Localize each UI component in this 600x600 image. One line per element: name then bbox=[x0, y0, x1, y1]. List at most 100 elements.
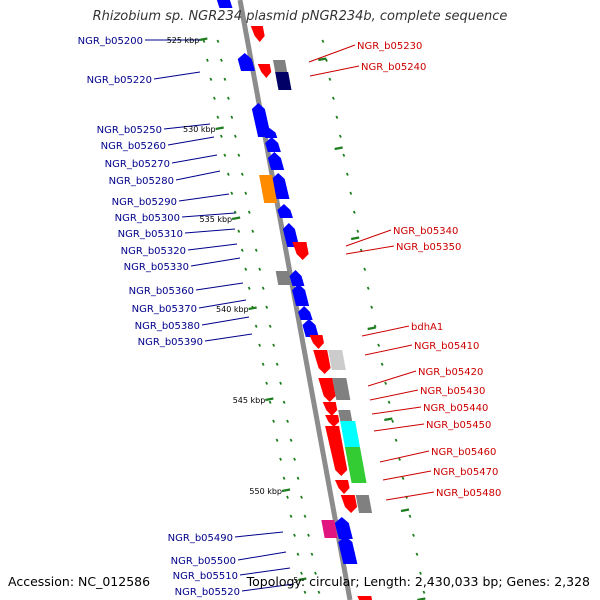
left-gene-label: NGR_b05500 bbox=[171, 556, 236, 567]
gene-feature bbox=[313, 350, 331, 374]
gene-feature bbox=[340, 495, 358, 513]
right-gene-label: NGR_b05350 bbox=[396, 242, 461, 253]
scale-labels: 525 kbp 530 kbp 535 kbp 540 kbp 545 kbp 550 k… bbox=[167, 36, 299, 585]
tick-mark bbox=[258, 343, 262, 347]
left-gene-label: NGR_b05220 bbox=[87, 75, 152, 86]
left-gene-label: NGR_b05510 bbox=[173, 571, 238, 582]
tick-mark bbox=[220, 58, 223, 62]
gene-feature bbox=[292, 284, 310, 306]
tick-mark bbox=[300, 571, 303, 575]
right-gene-label: NGR_b05440 bbox=[423, 403, 488, 414]
tick-mark bbox=[268, 400, 272, 404]
right-gene-label: NGR_b05450 bbox=[426, 420, 491, 431]
left-gene-label: NGR_b05360 bbox=[129, 286, 194, 297]
leader-line bbox=[171, 154, 218, 164]
tick-mark bbox=[261, 362, 265, 366]
tick-mark bbox=[233, 134, 237, 138]
gene-feature bbox=[275, 72, 292, 90]
tick-mark bbox=[268, 324, 272, 328]
left-gene-label: NGR_b05250 bbox=[97, 125, 162, 136]
gene-feature bbox=[325, 415, 340, 427]
gene-feature bbox=[344, 447, 367, 483]
tick-mark bbox=[338, 134, 342, 138]
label-leader-lines bbox=[145, 39, 435, 592]
gene-feature bbox=[309, 335, 324, 349]
major-tick bbox=[231, 216, 241, 221]
scale-label: 530 kbp bbox=[183, 125, 216, 134]
leader-line bbox=[184, 228, 236, 234]
gene-feature bbox=[289, 270, 305, 286]
gene-labels: NGR_b05200 NGR_b05220 NGR_b05250 NGR_b05260… bbox=[78, 36, 502, 598]
tick-mark bbox=[335, 115, 339, 119]
tick-mark bbox=[265, 381, 269, 385]
tick-mark bbox=[331, 96, 335, 100]
tick-mark bbox=[286, 419, 290, 423]
leader-line bbox=[201, 316, 250, 326]
tick-mark bbox=[300, 495, 303, 499]
map-title: Rhizobium sp. NGR234 plasmid pNGR234b, c… bbox=[92, 9, 508, 24]
major-tick bbox=[265, 397, 274, 402]
tick-mark bbox=[317, 590, 321, 594]
gene-feature bbox=[292, 242, 309, 260]
gene-feature bbox=[259, 175, 278, 203]
major-tick bbox=[400, 508, 410, 513]
gene-feature bbox=[251, 103, 272, 137]
gene-feature bbox=[265, 137, 281, 152]
tick-mark bbox=[240, 172, 244, 176]
tick-mark bbox=[370, 305, 374, 309]
tick-mark bbox=[412, 533, 415, 537]
tick-mark bbox=[226, 172, 230, 176]
tick-mark bbox=[352, 210, 356, 214]
tick-mark bbox=[380, 362, 384, 366]
tick-mark bbox=[296, 552, 300, 556]
right-gene-label: NGR_b05230 bbox=[357, 41, 422, 52]
tick-mark bbox=[286, 495, 289, 499]
tick-mark bbox=[307, 533, 310, 537]
leader-line bbox=[204, 333, 253, 342]
tick-mark bbox=[296, 476, 300, 480]
leader-line bbox=[371, 406, 422, 415]
gene-feature bbox=[338, 536, 358, 564]
tick-mark bbox=[289, 514, 293, 518]
gene-feature bbox=[267, 152, 285, 170]
tick-mark bbox=[310, 552, 314, 556]
leader-line bbox=[361, 325, 410, 337]
gene-features bbox=[216, 0, 373, 600]
tick-mark bbox=[422, 590, 426, 594]
tick-mark bbox=[209, 77, 213, 81]
left-gene-label: NGR_b05280 bbox=[109, 176, 174, 187]
scale-label: 550 kbp bbox=[249, 487, 282, 496]
major-tick bbox=[318, 57, 327, 62]
tick-mark bbox=[272, 343, 276, 347]
major-tick bbox=[199, 37, 208, 42]
tick-mark bbox=[293, 533, 296, 537]
tick-mark bbox=[377, 343, 381, 347]
tick-mark bbox=[363, 267, 367, 271]
accession-text: Accession: NC_012586 bbox=[8, 574, 151, 589]
leader-line bbox=[190, 257, 241, 267]
gene-feature bbox=[282, 223, 300, 247]
tick-mark bbox=[349, 191, 353, 195]
major-tick bbox=[367, 326, 376, 331]
left-gene-label: NGR_b05290 bbox=[112, 197, 177, 208]
tick-mark bbox=[212, 96, 216, 100]
left-gene-label: NGR_b05270 bbox=[105, 159, 170, 170]
leader-line bbox=[382, 470, 432, 481]
leader-line bbox=[309, 65, 360, 77]
gene-feature bbox=[257, 64, 272, 78]
tick-mark bbox=[247, 210, 251, 214]
left-gene-label: NGR_b05330 bbox=[124, 262, 189, 273]
leader-line bbox=[364, 344, 413, 356]
tick-mark bbox=[216, 39, 220, 43]
scale-label: 5 bbox=[293, 576, 298, 585]
tick-mark bbox=[321, 39, 325, 43]
tick-mark bbox=[254, 324, 258, 328]
tick-mark bbox=[293, 457, 296, 461]
major-tick bbox=[334, 146, 343, 151]
scale-label: 540 kbp bbox=[216, 305, 249, 314]
leader-line bbox=[237, 551, 287, 561]
tick-mark bbox=[226, 96, 230, 100]
gene-feature bbox=[237, 53, 256, 71]
leader-line bbox=[373, 423, 425, 432]
